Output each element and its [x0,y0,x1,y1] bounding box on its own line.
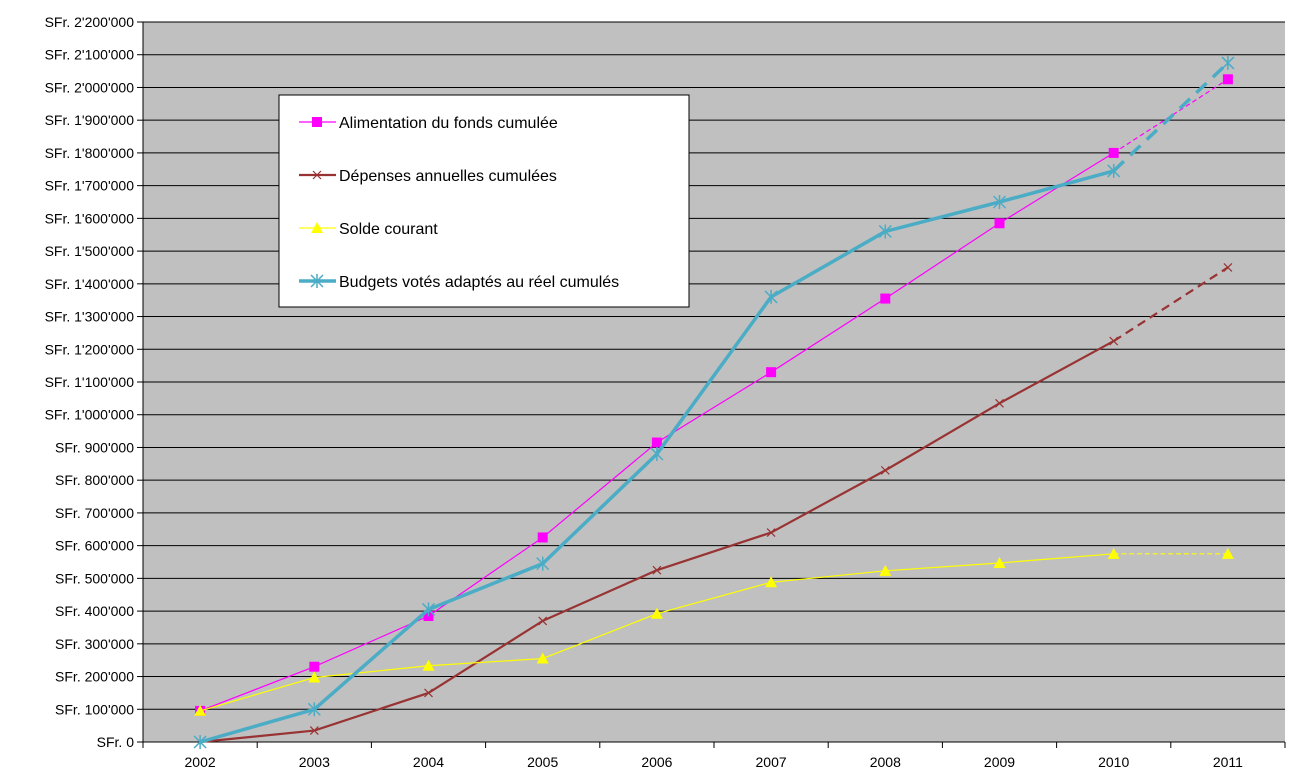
y-axis: SFr. 0 SFr. 100'000 SFr. 200'000 SFr. 300'0… [45,14,144,750]
y-tick-label: SFr. 100'000 [55,701,134,717]
x-tick-label: 2010 [1098,754,1129,769]
data-point [1107,163,1121,178]
x-tick-label: 2003 [299,754,330,769]
legend-label: Dépenses annuelles cumulées [339,168,557,185]
data-point [650,447,664,461]
legend-label: Budgets votés adaptés au réel cumulés [339,274,619,291]
y-tick-label: SFr. 1'300'000 [45,309,135,325]
x-tick-label: 2008 [870,754,901,769]
data-point [1221,55,1235,70]
series-line-projected [1113,78,1229,154]
data-point [1107,547,1120,559]
series-line-projected [1112,61,1230,173]
x-tick-label: 2004 [413,754,444,769]
y-tick-label: SFr. 500'000 [55,570,134,586]
legend-marker [312,117,322,127]
x-tick-label: 2005 [527,754,558,769]
data-point [652,565,662,575]
y-tick-label: SFr. 300'000 [55,636,134,652]
data-point [536,652,549,664]
data-point [766,367,777,378]
series-2 [195,263,1233,747]
y-tick-label: SFr. 1'100'000 [45,374,135,390]
x-tick-label: 2006 [641,754,672,769]
y-tick-label: SFr. 1'500'000 [45,243,135,259]
y-tick-label: SFr. 900'000 [55,439,134,455]
y-tick-label: SFr. 1'000'000 [45,407,135,423]
legend-label: Alimentation du fonds cumulée [339,115,558,132]
y-tick-label: SFr. 400'000 [55,603,134,619]
x-tick-label: 2002 [185,754,216,769]
series-4 [193,55,1235,749]
data-point [880,465,890,475]
data-point [307,702,321,717]
x-tick-label: 2011 [1213,754,1243,769]
data-point [421,602,436,617]
legend-marker [312,170,322,180]
data-point [1223,263,1233,272]
y-tick-label: SFr. 200'000 [55,669,134,685]
data-point [879,564,892,576]
data-point [1109,336,1119,346]
data-point [536,556,550,571]
y-tick-label: SFr. 2'200'000 [45,14,135,30]
x-tick-label: 2009 [984,754,1015,769]
data-point [764,289,778,304]
y-tick-label: SFr. 1'800'000 [45,145,135,161]
data-point [537,532,548,543]
data-point [193,735,207,749]
series-lines [193,55,1235,749]
legend: Alimentation du fonds cumulée Dépenses an… [278,94,690,308]
y-tick-label: SFr. 1'900'000 [45,112,135,128]
y-tick-label: SFr. 1'600'000 [45,210,135,226]
legend-marker [310,274,324,288]
legend-label: Solde courant [339,221,438,238]
x-axis: 2002 2003 2004 2005 2006 2007 2008 2009 2010 2011 [142,741,1286,769]
y-tick-label: SFr. 1'700'000 [45,178,135,194]
y-tick-label: SFr. 800'000 [55,472,134,488]
data-point [651,437,662,448]
data-point [766,528,776,537]
data-point [992,195,1007,209]
data-point [765,576,778,588]
legend-box [278,94,690,308]
data-point [308,671,321,683]
y-tick-label: SFr. 600'000 [55,538,134,554]
data-point [309,661,320,672]
y-tick-label: SFr. 0 [97,734,135,750]
data-point [1108,147,1119,158]
y-tick-label: SFr. 2'100'000 [45,47,135,63]
x-tick-label: 2007 [756,754,787,769]
data-point [1221,547,1234,559]
series-line-projected [1113,266,1229,343]
data-point [309,726,319,735]
data-point [650,607,663,619]
legend-marker [311,222,323,233]
data-point [538,616,548,626]
data-point [424,688,433,698]
series-3 [194,547,1234,716]
data-point [995,398,1004,408]
data-point [993,556,1006,568]
y-tick-label: SFr. 2'000'000 [45,79,135,95]
data-point [422,659,435,671]
data-point [194,704,207,716]
data-point [878,224,892,239]
y-tick-label: SFr. 700'000 [55,505,134,521]
data-point [994,218,1005,229]
data-point [880,293,891,304]
y-tick-label: SFr. 1'200'000 [45,341,135,357]
data-point [1222,74,1233,85]
gridlines [143,21,1285,710]
y-tick-label: SFr. 1'400'000 [45,276,135,292]
